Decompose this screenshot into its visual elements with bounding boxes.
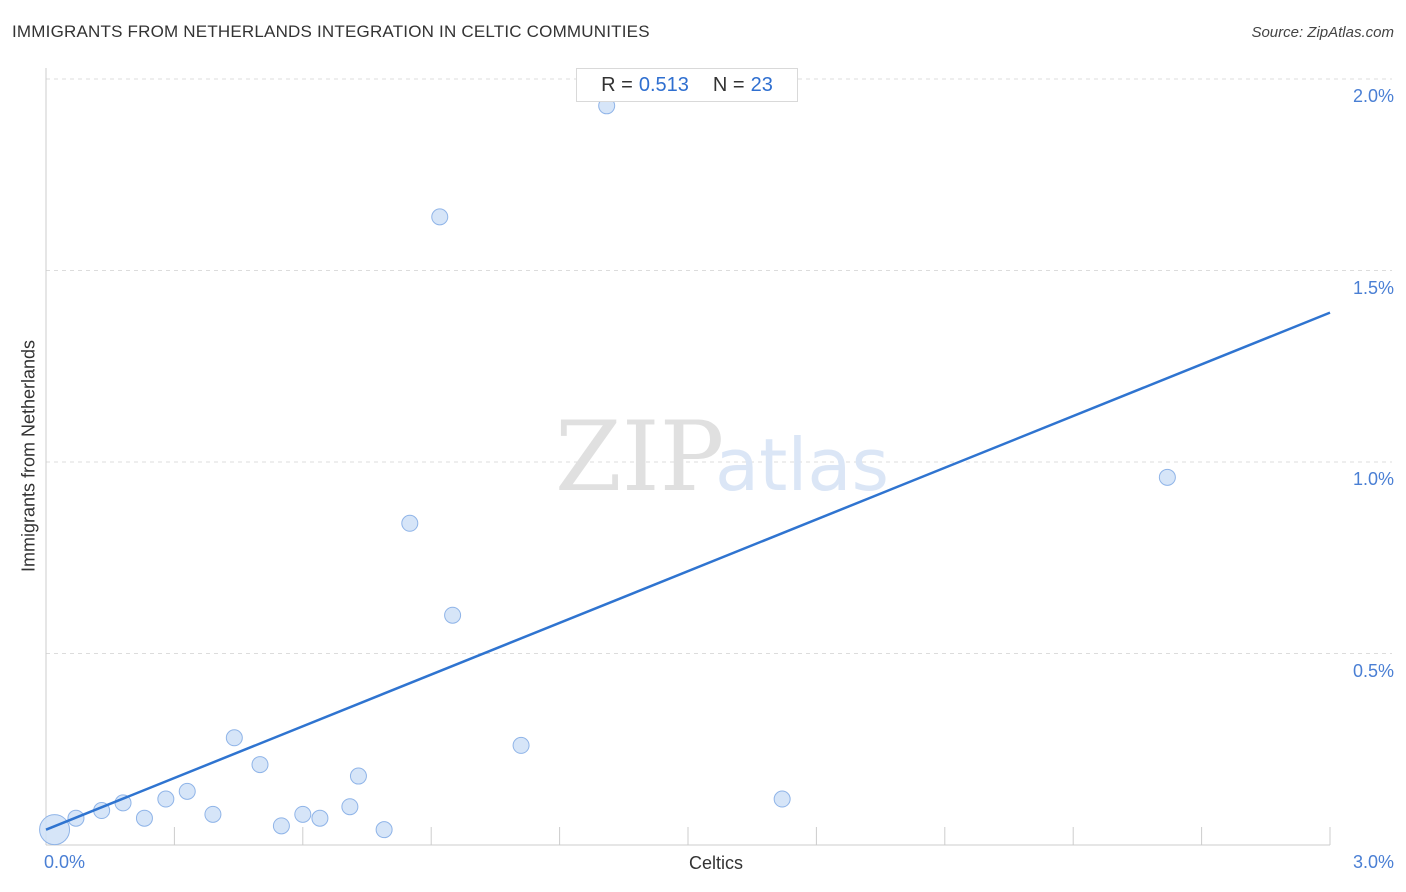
watermark: ZIP atlas [555,401,889,513]
axes [45,68,1331,846]
data-point [251,756,269,774]
data-point [773,790,791,808]
y-tick-label: 0.5% [1352,660,1394,681]
data-point [431,208,449,226]
data-point [39,814,71,846]
trendline [45,311,1331,831]
y-tick-label: 1.0% [1352,469,1394,489]
y-tick-label: 1.5% [1352,277,1394,298]
data-point [204,805,222,823]
x-axis-label: Celtics [688,853,744,873]
data-points [39,97,1176,846]
data-point [512,736,530,754]
n-value: 23 [750,73,773,96]
x-tick-label-min: 0.0% [44,852,86,872]
data-point [294,805,312,823]
data-point [225,729,243,747]
watermark-atlas: atlas [715,423,889,507]
r-label: R = [601,73,633,96]
watermark-zip: ZIP [555,401,724,513]
x-tick-label-max: 3.0% [1352,852,1394,872]
n-label: N = [712,73,745,96]
gridlines [46,78,1392,654]
trendline-group [45,311,1331,831]
data-point [1158,468,1176,486]
source-label: Source: ZipAtlas.com [1251,24,1394,41]
y-axis-label: Immigrants from Netherlands [18,339,39,573]
data-point [349,767,367,785]
data-point [272,817,290,835]
data-point [157,790,175,808]
data-point [178,782,196,800]
data-point [135,809,153,827]
y-tick-label: 2.0% [1352,86,1394,106]
data-point [341,798,359,816]
r-value: 0.513 [638,73,689,96]
stats-box: R = 0.513 N = 23 [576,68,798,102]
data-point [444,606,462,624]
data-point [311,809,329,827]
data-point [401,514,419,532]
data-point [375,821,393,839]
chart-title: IMMIGRANTS FROM NETHERLANDS INTEGRATION … [12,22,650,41]
